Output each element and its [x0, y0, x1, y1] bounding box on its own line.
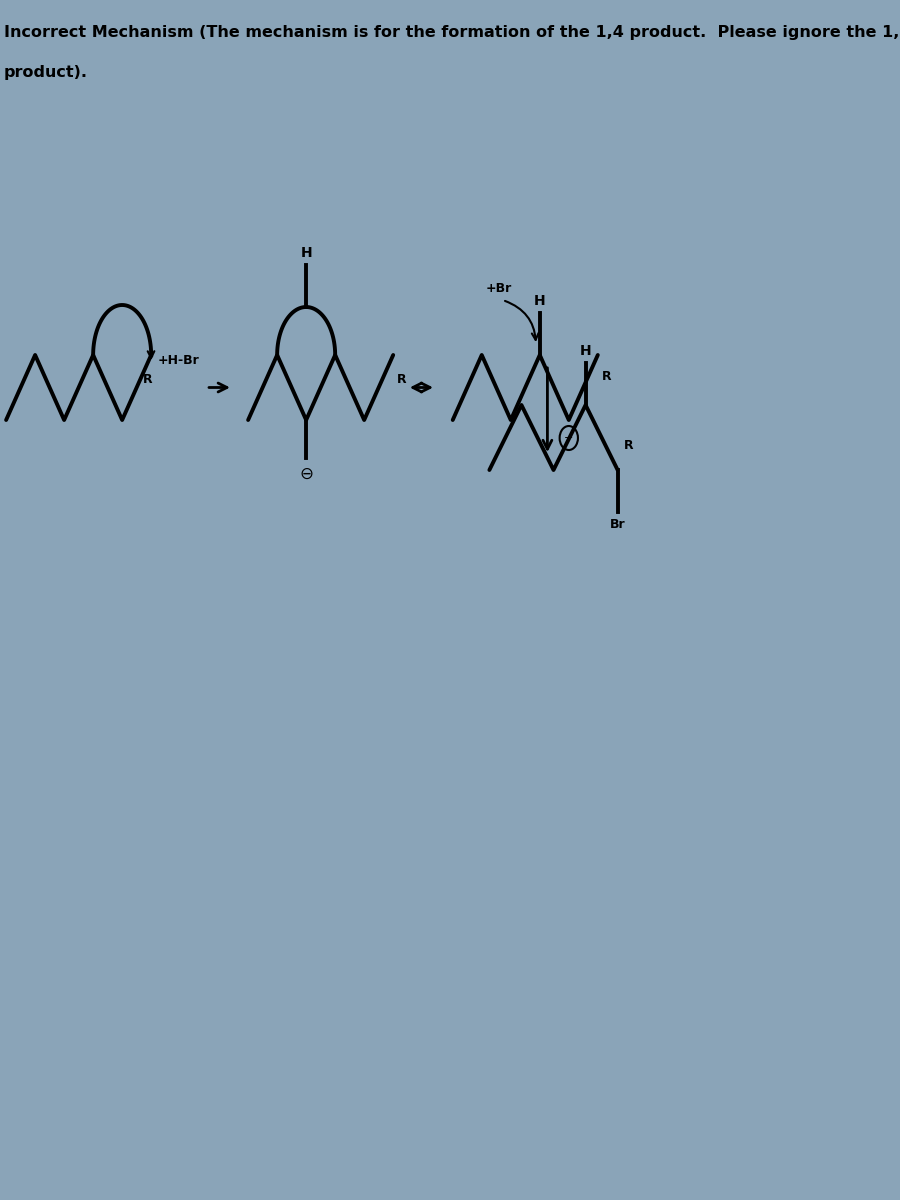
Text: H: H: [534, 294, 545, 308]
Text: R: R: [397, 373, 407, 386]
Text: R: R: [142, 373, 152, 386]
Text: +Br: +Br: [486, 282, 512, 295]
Text: −: −: [564, 433, 573, 443]
Text: Br: Br: [610, 518, 626, 530]
Text: H: H: [301, 246, 312, 260]
Text: ⊖: ⊖: [299, 464, 313, 482]
Text: H: H: [580, 344, 591, 358]
Text: Incorrect Mechanism (The mechanism is for the formation of the 1,4 product.  Ple: Incorrect Mechanism (The mechanism is fo…: [4, 25, 900, 40]
Text: R: R: [624, 438, 634, 451]
Text: +H-Br: +H-Br: [158, 354, 199, 366]
Text: R: R: [601, 370, 611, 383]
Text: product).: product).: [4, 65, 88, 80]
